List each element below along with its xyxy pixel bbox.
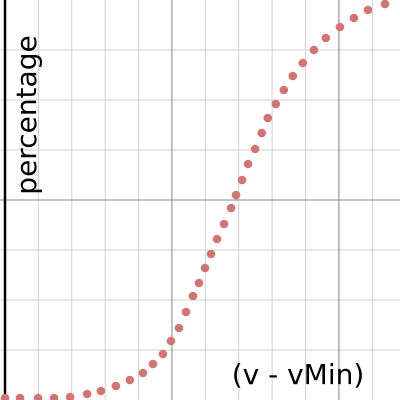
point: [380, 0, 390, 9]
point: [200, 263, 210, 273]
point: [309, 45, 319, 55]
point: [219, 219, 229, 229]
point: [158, 349, 168, 359]
point: [166, 336, 176, 346]
point: [15, 393, 25, 400]
x-axis-label: (v - vMin): [232, 358, 365, 391]
point: [181, 307, 191, 317]
point: [138, 368, 148, 378]
point: [65, 392, 75, 400]
point: [298, 58, 308, 68]
point: [335, 22, 345, 32]
point: [279, 85, 289, 95]
point: [174, 323, 184, 333]
point: [194, 278, 204, 288]
point: [125, 375, 135, 385]
point: [263, 113, 273, 123]
point: [349, 13, 359, 23]
point: [243, 159, 253, 169]
point: [257, 128, 267, 138]
point: [111, 381, 121, 391]
point: [250, 144, 260, 154]
point: [82, 389, 92, 399]
point: [231, 190, 241, 200]
point: [212, 234, 222, 244]
point: [271, 99, 281, 109]
point: [49, 393, 59, 400]
point: [288, 71, 298, 81]
point: [226, 203, 236, 213]
point: [363, 5, 373, 15]
point: [237, 175, 247, 185]
point: [188, 291, 198, 301]
point: [148, 359, 158, 369]
point: [0, 393, 10, 400]
y-axis-label: percentage: [10, 35, 43, 194]
point: [33, 393, 43, 400]
point: [321, 33, 331, 43]
point: [206, 249, 216, 259]
point: [96, 386, 106, 396]
